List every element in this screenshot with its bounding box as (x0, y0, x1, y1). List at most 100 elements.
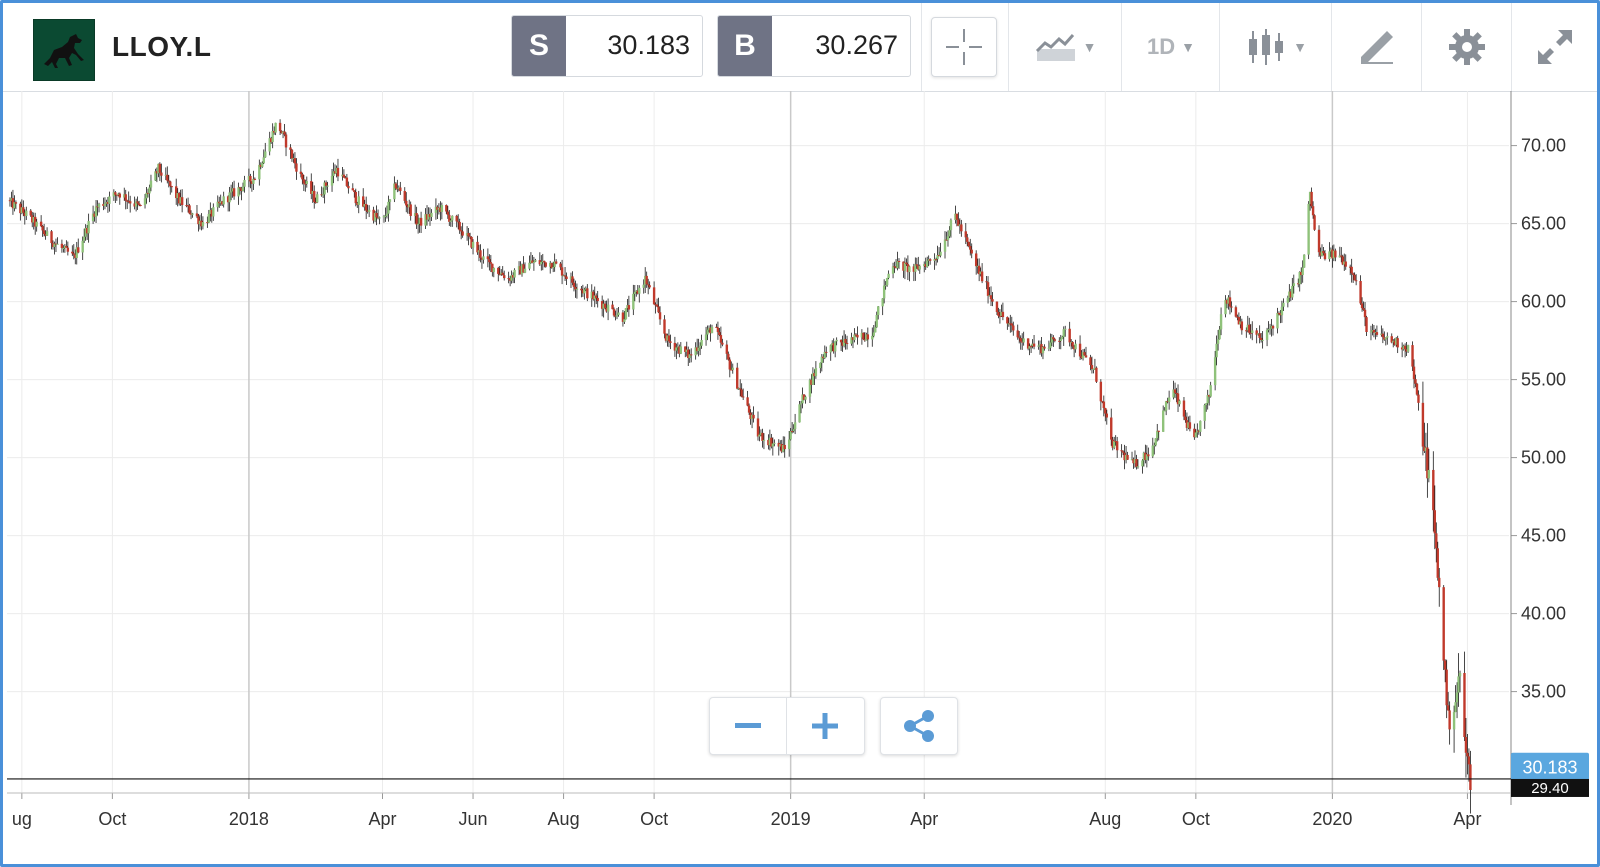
candle-body (841, 342, 844, 346)
candle-body (638, 287, 641, 294)
candle-body (747, 405, 751, 413)
candle-body (586, 288, 589, 299)
candle-body (970, 249, 973, 254)
share-button[interactable] (880, 697, 958, 755)
candle-body (698, 345, 702, 348)
candle-body (1142, 452, 1146, 461)
candle-body (1469, 764, 1472, 791)
candle-body (964, 231, 967, 238)
chart-type-dropdown[interactable]: ▼ (1008, 3, 1122, 91)
candle-body (612, 309, 616, 316)
settings-button[interactable] (1421, 3, 1512, 91)
candle-body (1016, 330, 1019, 338)
candle-body (596, 297, 599, 302)
candle-body (1328, 251, 1331, 260)
candle-body (1279, 313, 1282, 316)
candle-body (112, 192, 116, 197)
candle-body (595, 295, 598, 298)
candle-body (1141, 460, 1144, 467)
candle-body (1228, 297, 1232, 307)
ticker-symbol: LLOY.L (112, 31, 212, 62)
candle-body (324, 182, 328, 186)
candle-body (954, 213, 957, 221)
candle-body (1383, 337, 1386, 340)
candle-body (1062, 329, 1065, 337)
drawing-tools-button[interactable] (1331, 3, 1422, 91)
zoom-in-button[interactable] (787, 698, 863, 754)
candle-body (560, 267, 564, 276)
candle-body (1458, 673, 1462, 677)
candle-body (614, 315, 617, 317)
candle-body (777, 442, 780, 447)
candle-body (709, 327, 712, 334)
candle-body (554, 261, 558, 264)
candle-body (117, 193, 120, 196)
candle-body (678, 346, 681, 354)
candle-body (684, 346, 687, 352)
candle-body (492, 267, 496, 273)
candle-body (967, 241, 970, 247)
candle-body (497, 267, 500, 274)
candle-body (169, 181, 172, 187)
candle-body (1037, 345, 1040, 347)
candle-body (897, 260, 901, 262)
candle-body (752, 414, 755, 419)
candle-body (293, 158, 297, 164)
candle-body (1292, 283, 1295, 286)
candle-body (551, 267, 555, 269)
candle-body (851, 337, 855, 341)
zoom-out-button[interactable] (710, 698, 787, 754)
candle-body (231, 188, 234, 192)
candle-body (62, 247, 65, 249)
candle-body (326, 185, 329, 187)
candle-body (123, 194, 126, 198)
candle-body (767, 439, 770, 446)
candle-body (314, 201, 317, 203)
candle-body (66, 247, 70, 252)
candle-body (1120, 450, 1123, 452)
candle-body (1245, 330, 1248, 332)
y-tick-label: 60.00 (1521, 292, 1566, 312)
candle-body (1344, 261, 1347, 267)
candle-body (1010, 323, 1013, 326)
candle-body (1184, 416, 1187, 421)
candle-body (523, 268, 527, 273)
candle-body (1095, 367, 1098, 382)
candle-style-dropdown[interactable]: ▼ (1219, 3, 1332, 91)
crosshair-button[interactable] (931, 17, 997, 77)
candle-body (737, 388, 740, 390)
candle-body (997, 312, 1000, 316)
candle-body (210, 209, 214, 217)
timeframe-dropdown[interactable]: 1D ▼ (1121, 3, 1220, 91)
candle-body (1249, 332, 1252, 334)
candle-body (728, 359, 732, 370)
candle-body (206, 222, 209, 224)
candle-body (862, 332, 865, 340)
fullscreen-button[interactable] (1511, 3, 1597, 91)
candle-body (259, 164, 262, 167)
candle-body (632, 293, 635, 310)
candle-body (1334, 250, 1337, 258)
candle-body (635, 290, 638, 292)
candle-body (295, 163, 298, 172)
candle-body (704, 334, 708, 340)
candle-body (679, 346, 683, 354)
candle-body (1405, 349, 1408, 352)
price-chart[interactable]: 70.00 65.00 60.00 55.00 50.00 45.00 40.00 35.00… (3, 91, 1597, 864)
x-tick-label: 2020 (1312, 809, 1352, 829)
candle-body (1464, 737, 1468, 753)
candle-body (885, 278, 889, 286)
candle-body (998, 315, 1002, 317)
candle-body (103, 203, 107, 206)
candle-body (1348, 266, 1352, 268)
candle-body (914, 264, 917, 272)
candle-body (1130, 459, 1134, 461)
candle-body (459, 230, 463, 232)
candle-body (75, 247, 78, 258)
buy-quote-button[interactable]: B 30.267 (717, 15, 911, 77)
candle-body (977, 265, 981, 275)
candle-body (1121, 451, 1125, 453)
candle-body (1236, 316, 1239, 318)
candle-body (1369, 331, 1373, 333)
sell-quote-button[interactable]: S 30.183 (511, 15, 703, 77)
